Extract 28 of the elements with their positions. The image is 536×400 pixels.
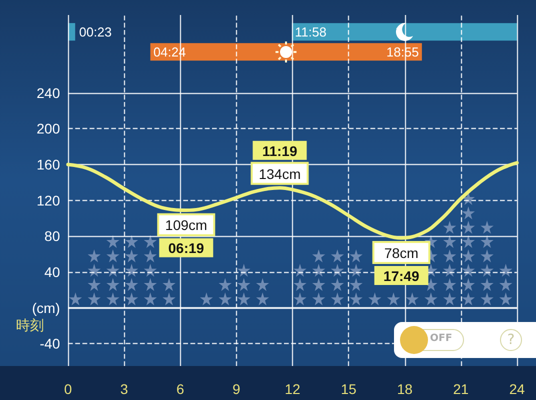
y-tick-label: -40 — [40, 336, 60, 352]
x-tick-label: 3 — [120, 381, 128, 397]
y-tick-label: 80 — [44, 228, 60, 244]
data-label: 109cm — [165, 217, 208, 234]
annotation: 06:19 — [168, 240, 204, 256]
y-tick-label: 200 — [36, 120, 60, 137]
x-tick-label: 24 — [509, 381, 525, 397]
x-tick-label: 6 — [176, 381, 184, 397]
help-icon: ? — [500, 329, 522, 351]
data-label: 78cm — [384, 244, 418, 261]
x-tick-label: 18 — [396, 381, 413, 397]
y-tick-label: 40 — [44, 264, 60, 280]
annotation: OFF — [430, 333, 452, 344]
data-label: 134cm — [258, 166, 301, 182]
x-tick-label: 15 — [340, 381, 357, 397]
y-tick-label: 160 — [36, 156, 60, 173]
x-tick-label: 0 — [64, 381, 72, 397]
x-tick-label: 12 — [284, 381, 300, 397]
annotation: 17:49 — [383, 268, 420, 284]
annotation: 11:19 — [262, 142, 298, 159]
y-tick-label: (cm) — [32, 300, 60, 316]
x-tick-label: 21 — [453, 381, 469, 397]
y-tick-label: 120 — [36, 192, 60, 208]
y-tick-label: 240 — [36, 84, 60, 101]
x-tick-label: 9 — [232, 381, 240, 397]
band-label: 11:58 — [294, 24, 326, 40]
band-label: 00:23 — [79, 24, 112, 40]
x-axis-title: 時刻 — [16, 316, 44, 333]
